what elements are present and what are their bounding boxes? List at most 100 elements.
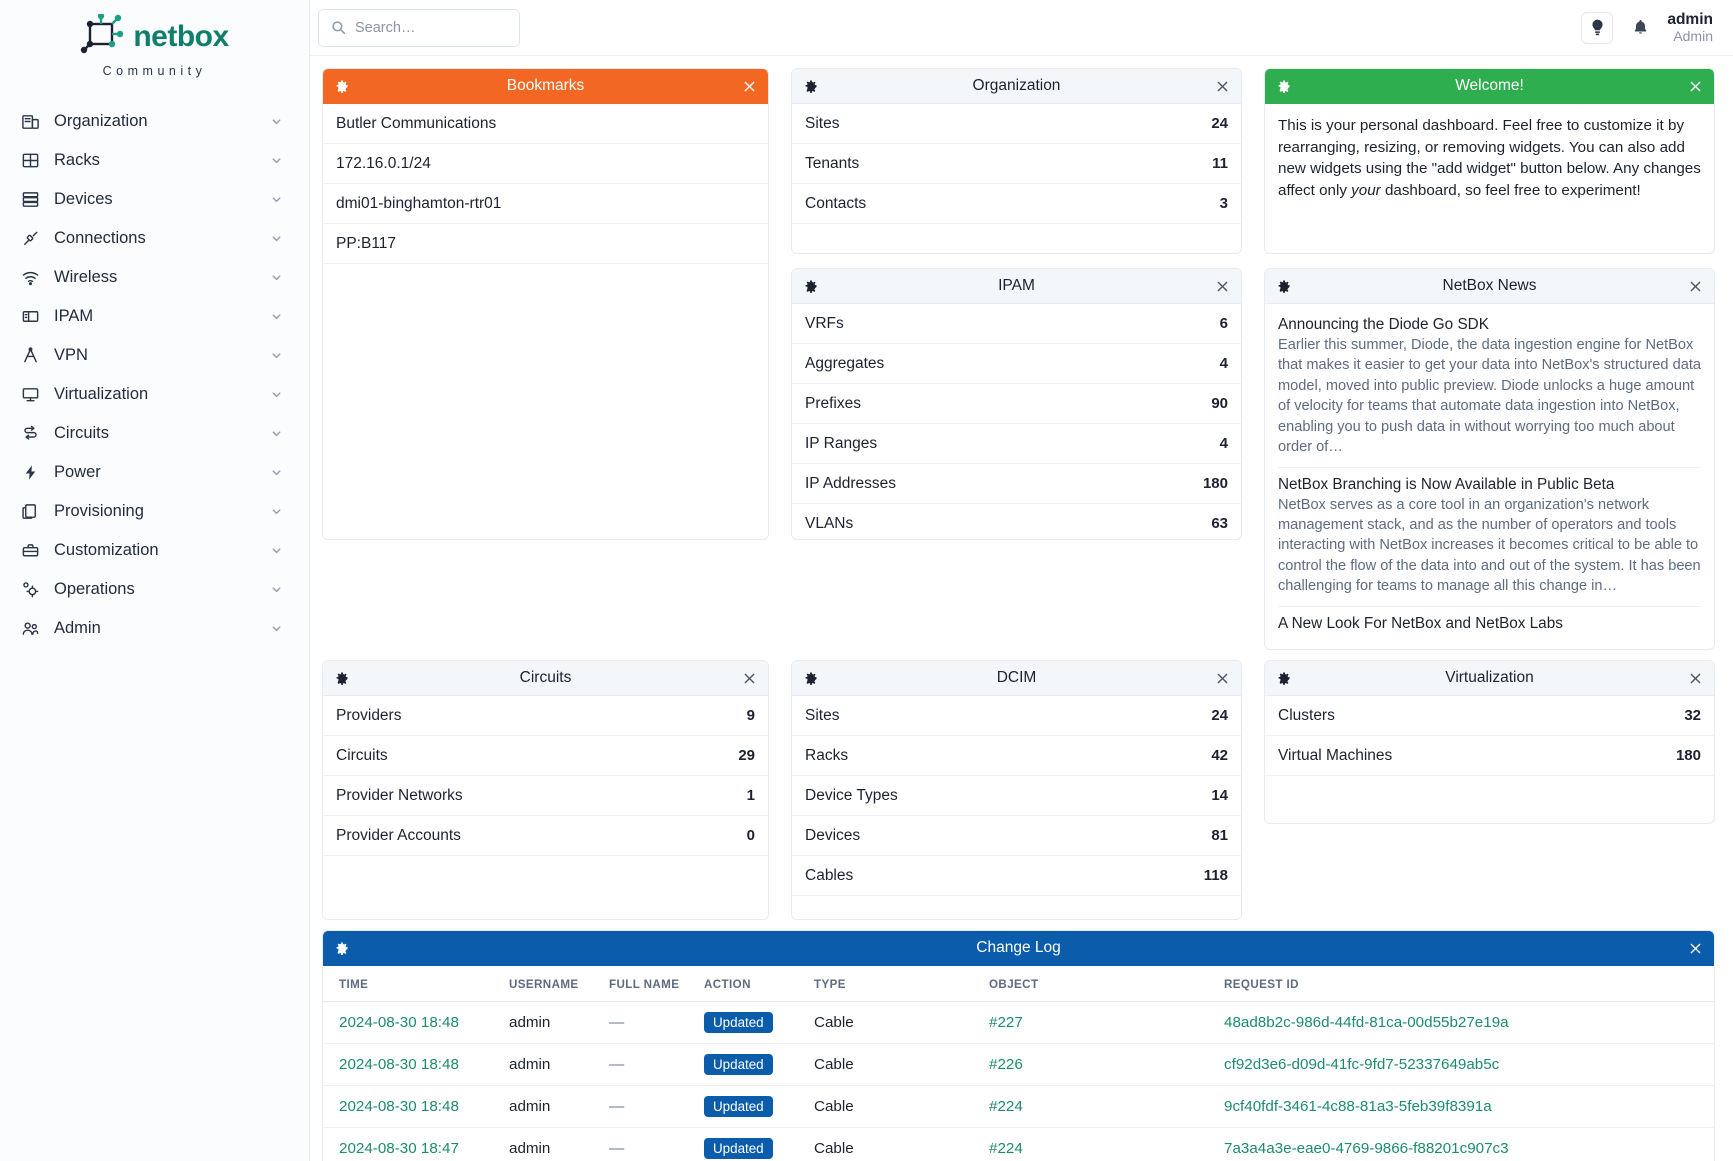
- news-title[interactable]: NetBox Branching is Now Available in Pub…: [1278, 475, 1615, 493]
- close-icon[interactable]: [1216, 80, 1229, 93]
- list-item[interactable]: Sites 24: [792, 104, 1241, 144]
- table-row[interactable]: 2024-08-30 18:48 admin — Updated Cable #227 48…: [323, 1001, 1714, 1044]
- chevron-down-icon[interactable]: [270, 193, 283, 206]
- bookmark-item[interactable]: 172.16.0.1/24: [323, 144, 768, 184]
- chevron-down-icon[interactable]: [270, 466, 283, 479]
- list-item[interactable]: Provider Accounts 0: [323, 816, 768, 856]
- chevron-down-icon[interactable]: [270, 427, 283, 440]
- column-header[interactable]: Action: [698, 966, 808, 1002]
- close-icon[interactable]: [1689, 672, 1702, 685]
- bookmark-item[interactable]: dmi01-binghamton-rtr01: [323, 184, 768, 224]
- chevron-down-icon[interactable]: [270, 154, 283, 167]
- list-item[interactable]: Aggregates 4: [792, 344, 1241, 384]
- list-item[interactable]: Virtual Machines 180: [1265, 736, 1714, 776]
- sidebar-item-circuits[interactable]: Circuits: [0, 414, 309, 453]
- changelog-request-id[interactable]: 7a3a4a3e-eae0-4769-9866-f88201c907c3: [1224, 1140, 1509, 1157]
- list-item[interactable]: IP Addresses 180: [792, 464, 1241, 504]
- close-icon[interactable]: [1689, 80, 1702, 93]
- bookmark-item[interactable]: PP:B117: [323, 224, 768, 264]
- news-item[interactable]: Announcing the Diode Go SDK Earlier this …: [1278, 308, 1701, 468]
- sidebar-item-operations[interactable]: Operations: [0, 570, 309, 609]
- list-item[interactable]: Circuits 29: [323, 736, 768, 776]
- chevron-down-icon[interactable]: [270, 505, 283, 518]
- list-item[interactable]: Tenants 11: [792, 144, 1241, 184]
- column-header[interactable]: Full Name: [603, 966, 698, 1002]
- table-row[interactable]: 2024-08-30 18:48 admin — Updated Cable #226 cf…: [323, 1043, 1714, 1086]
- list-item[interactable]: Racks 42: [792, 736, 1241, 776]
- gear-icon[interactable]: [335, 671, 349, 685]
- gear-icon[interactable]: [335, 941, 349, 955]
- news-title[interactable]: A New Look For NetBox and NetBox Labs: [1278, 614, 1563, 632]
- bell-icon[interactable]: [1627, 13, 1653, 43]
- list-item[interactable]: Providers 9: [323, 696, 768, 736]
- chevron-down-icon[interactable]: [270, 388, 283, 401]
- list-item[interactable]: Devices 81: [792, 816, 1241, 856]
- list-item[interactable]: VRFs 6: [792, 304, 1241, 344]
- brand-logo[interactable]: netbox Community: [0, 0, 309, 88]
- close-icon[interactable]: [1689, 280, 1702, 293]
- sidebar-item-customization[interactable]: Customization: [0, 531, 309, 570]
- list-item[interactable]: Prefixes 90: [792, 384, 1241, 424]
- close-icon[interactable]: [743, 80, 756, 93]
- sidebar-item-virtualization[interactable]: Virtualization: [0, 375, 309, 414]
- gear-icon[interactable]: [804, 279, 818, 293]
- changelog-time[interactable]: 2024-08-30 18:48: [339, 1014, 459, 1031]
- news-title[interactable]: Announcing the Diode Go SDK: [1278, 316, 1489, 333]
- close-icon[interactable]: [1689, 942, 1702, 955]
- list-item[interactable]: Cables 118: [792, 856, 1241, 896]
- list-item[interactable]: Device Types 14: [792, 776, 1241, 816]
- gear-icon[interactable]: [335, 79, 349, 93]
- list-item[interactable]: Sites 24: [792, 696, 1241, 736]
- chevron-down-icon[interactable]: [270, 349, 283, 362]
- chevron-down-icon[interactable]: [270, 232, 283, 245]
- close-icon[interactable]: [1216, 280, 1229, 293]
- column-header[interactable]: Time: [323, 966, 503, 1002]
- user-menu[interactable]: admin Admin: [1667, 11, 1713, 45]
- news-item[interactable]: A New Look For NetBox and NetBox Labs: [1278, 607, 1701, 642]
- sidebar-item-racks[interactable]: Racks: [0, 141, 309, 180]
- sidebar-item-admin[interactable]: Admin: [0, 609, 309, 648]
- gear-icon[interactable]: [1277, 279, 1291, 293]
- column-header[interactable]: Type: [808, 966, 983, 1002]
- lightbulb-icon[interactable]: [1581, 11, 1614, 44]
- close-icon[interactable]: [743, 672, 756, 685]
- changelog-time[interactable]: 2024-08-30 18:48: [339, 1056, 459, 1073]
- list-item[interactable]: Provider Networks 1: [323, 776, 768, 816]
- bookmark-item[interactable]: Butler Communications: [323, 104, 768, 144]
- sidebar-item-devices[interactable]: Devices: [0, 180, 309, 219]
- changelog-time[interactable]: 2024-08-30 18:48: [339, 1098, 459, 1115]
- column-header[interactable]: Request ID: [1218, 966, 1714, 1002]
- changelog-request-id[interactable]: 9cf40fdf-3461-4c88-81a3-5feb39f8391a: [1224, 1098, 1492, 1115]
- sidebar-item-power[interactable]: Power: [0, 453, 309, 492]
- column-header[interactable]: Username: [503, 966, 603, 1002]
- chevron-down-icon[interactable]: [270, 544, 283, 557]
- sidebar-item-provisioning[interactable]: Provisioning: [0, 492, 309, 531]
- table-row[interactable]: 2024-08-30 18:47 admin — Updated Cable #224 7a…: [323, 1127, 1714, 1161]
- sidebar-item-vpn[interactable]: VPN: [0, 336, 309, 375]
- search-input[interactable]: Search…: [318, 8, 520, 47]
- changelog-request-id[interactable]: cf92d3e6-d09d-41fc-9fd7-52337649ab5c: [1224, 1056, 1500, 1073]
- chevron-down-icon[interactable]: [270, 271, 283, 284]
- news-item[interactable]: NetBox Branching is Now Available in Pub…: [1278, 468, 1701, 607]
- chevron-down-icon[interactable]: [270, 310, 283, 323]
- gear-icon[interactable]: [1277, 671, 1291, 685]
- sidebar-item-connections[interactable]: Connections: [0, 219, 309, 258]
- changelog-object[interactable]: #224: [989, 1140, 1023, 1157]
- gear-icon[interactable]: [804, 671, 818, 685]
- list-item[interactable]: Contacts 3: [792, 184, 1241, 224]
- sidebar-item-wireless[interactable]: Wireless: [0, 258, 309, 297]
- changelog-request-id[interactable]: 48ad8b2c-986d-44fd-81ca-00d55b27e19a: [1224, 1014, 1509, 1031]
- chevron-down-icon[interactable]: [270, 115, 283, 128]
- table-row[interactable]: 2024-08-30 18:48 admin — Updated Cable #224 9c…: [323, 1085, 1714, 1128]
- list-item[interactable]: VLANs 63: [792, 504, 1241, 539]
- changelog-object[interactable]: #224: [989, 1098, 1023, 1115]
- close-icon[interactable]: [1216, 672, 1229, 685]
- column-header[interactable]: Object: [983, 966, 1218, 1002]
- changelog-object[interactable]: #226: [989, 1056, 1023, 1073]
- list-item[interactable]: IP Ranges 4: [792, 424, 1241, 464]
- sidebar-item-organization[interactable]: Organization: [0, 102, 309, 141]
- sidebar-item-ipam[interactable]: IPAM: [0, 297, 309, 336]
- changelog-object[interactable]: #227: [989, 1014, 1023, 1031]
- list-item[interactable]: Clusters 32: [1265, 696, 1714, 736]
- gear-icon[interactable]: [804, 79, 818, 93]
